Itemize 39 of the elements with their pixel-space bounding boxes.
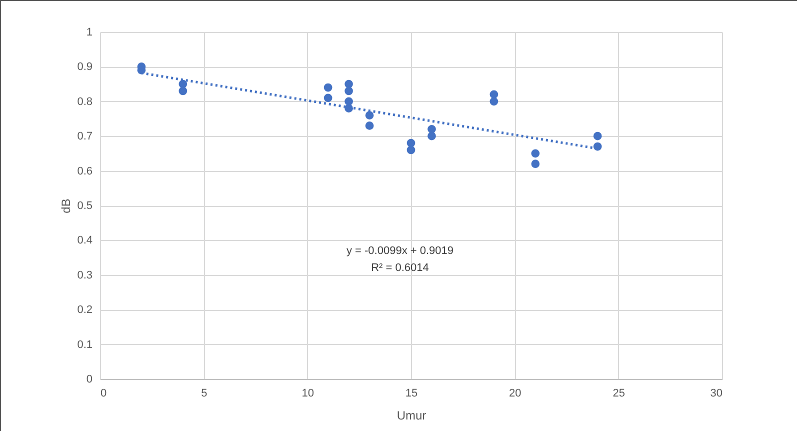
x-tick-label: 10 bbox=[302, 388, 314, 400]
x-tick-label: 0 bbox=[100, 388, 107, 400]
y-tick-label: 0 bbox=[86, 374, 92, 386]
y-tick-label: 0.3 bbox=[77, 269, 92, 282]
y-tick-label: 0.9 bbox=[77, 61, 92, 74]
point bbox=[344, 97, 353, 106]
x-tick-label: 25 bbox=[612, 388, 625, 400]
point bbox=[365, 122, 374, 130]
point bbox=[178, 86, 188, 96]
y-axis-title: dB bbox=[59, 198, 74, 214]
y-tick-label: 1 bbox=[86, 26, 92, 38]
point bbox=[428, 124, 436, 134]
x-axis-title: Umur bbox=[396, 408, 426, 422]
point bbox=[344, 80, 353, 88]
point bbox=[406, 138, 416, 148]
point bbox=[406, 146, 416, 154]
point bbox=[490, 90, 498, 99]
x-tick-label: 30 bbox=[710, 388, 722, 400]
annotation: R² = 0.6014 bbox=[371, 262, 429, 274]
point bbox=[344, 86, 353, 96]
point bbox=[531, 149, 540, 158]
point bbox=[531, 160, 540, 168]
x-tick-label: 15 bbox=[405, 388, 418, 400]
y-tick-label: 0.5 bbox=[77, 200, 92, 212]
point bbox=[324, 94, 332, 102]
y-tick-label: 0.2 bbox=[77, 304, 92, 316]
x-tick-label: 5 bbox=[201, 388, 208, 400]
point bbox=[324, 83, 332, 92]
y-tick-label: 0.1 bbox=[77, 338, 92, 351]
point bbox=[428, 132, 436, 140]
point bbox=[365, 111, 374, 120]
x-tick-label: 20 bbox=[509, 388, 522, 400]
y-tick-label: 0.8 bbox=[77, 96, 92, 108]
y-tick-label: 0.7 bbox=[77, 130, 92, 143]
point bbox=[490, 97, 498, 106]
point bbox=[593, 132, 602, 140]
annotation: y = -0.0099x + 0.9019 bbox=[346, 245, 454, 257]
y-tick-label: 0.6 bbox=[77, 165, 92, 178]
y-tick-label: 0.4 bbox=[77, 234, 92, 247]
